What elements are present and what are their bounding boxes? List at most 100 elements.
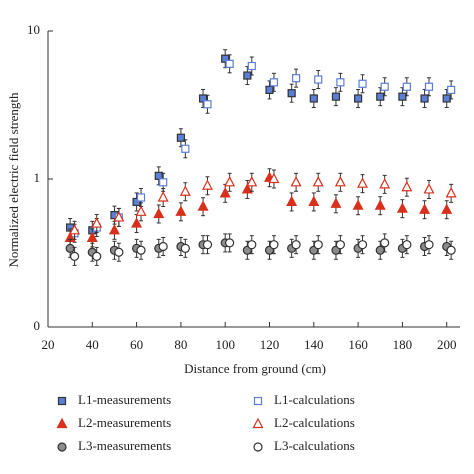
point <box>424 82 434 91</box>
legend-marker <box>56 417 68 429</box>
y-axis-title: Normalized electric field strength <box>6 92 21 268</box>
point <box>201 179 213 190</box>
point <box>398 92 407 101</box>
point <box>176 133 186 142</box>
point <box>113 211 125 222</box>
point <box>265 85 274 94</box>
point <box>331 92 341 101</box>
point <box>136 193 146 202</box>
point <box>445 187 457 198</box>
point <box>197 200 209 211</box>
legend-marker <box>253 442 263 452</box>
x-tick-label: 60 <box>130 337 143 352</box>
point <box>158 241 168 252</box>
point <box>136 245 146 255</box>
point <box>225 238 235 248</box>
point <box>290 176 302 187</box>
point <box>247 61 256 71</box>
point <box>198 94 208 103</box>
point <box>419 203 431 214</box>
point <box>132 197 141 207</box>
point <box>153 207 165 219</box>
point <box>154 171 163 180</box>
point <box>334 176 346 187</box>
legend-label: L2-calculations <box>274 415 355 430</box>
point <box>268 172 280 184</box>
point <box>108 224 120 235</box>
x-tick-label: 180 <box>393 337 413 352</box>
point <box>375 245 385 255</box>
point <box>225 59 234 68</box>
point <box>202 240 213 250</box>
point <box>376 92 385 101</box>
point <box>86 231 98 242</box>
point <box>269 78 279 87</box>
point <box>91 217 103 228</box>
point <box>241 183 253 194</box>
point <box>180 243 190 253</box>
x-tick-label: 160 <box>348 337 368 352</box>
point <box>92 251 102 261</box>
point <box>336 78 345 87</box>
point <box>287 89 296 98</box>
y-tick-label: 1 <box>34 170 41 185</box>
x-tick-label: 40 <box>86 337 99 352</box>
point <box>309 94 318 103</box>
point <box>224 176 236 187</box>
point <box>357 177 369 188</box>
point <box>69 251 80 261</box>
point <box>291 240 301 250</box>
y-tick-label: 10 <box>27 22 40 37</box>
legend-label: L1-calculations <box>274 392 355 407</box>
legend-label: L3-calculations <box>274 438 355 453</box>
point <box>308 195 320 207</box>
point <box>157 191 169 202</box>
y-tick-label: 0 <box>34 318 41 333</box>
point <box>219 187 231 198</box>
point <box>159 178 168 187</box>
point <box>221 54 230 63</box>
point <box>380 82 389 91</box>
point <box>358 79 367 88</box>
point <box>181 144 190 153</box>
legend-marker <box>253 396 263 406</box>
point <box>69 224 81 235</box>
legend-marker <box>57 396 67 406</box>
point <box>243 71 252 80</box>
point <box>396 202 408 213</box>
point <box>380 238 390 248</box>
point <box>203 100 212 109</box>
x-axis-title: Distance from ground (cm) <box>184 361 326 376</box>
point <box>269 240 279 250</box>
point <box>379 178 391 189</box>
point <box>402 82 411 91</box>
point <box>401 180 413 192</box>
point <box>446 245 456 255</box>
x-tick-label: 140 <box>304 337 324 352</box>
point <box>441 203 453 214</box>
point <box>402 240 412 250</box>
x-tick-label: 120 <box>260 337 280 352</box>
point <box>247 240 257 250</box>
point <box>330 197 342 208</box>
legend-marker <box>57 442 67 452</box>
x-tick-label: 200 <box>437 337 457 352</box>
point <box>131 217 143 228</box>
point <box>312 176 324 187</box>
x-tick-label: 80 <box>174 337 187 352</box>
point <box>424 240 434 250</box>
point <box>335 240 345 250</box>
point <box>65 243 75 253</box>
point <box>420 94 429 103</box>
point <box>135 205 147 216</box>
point <box>357 240 368 250</box>
point <box>313 240 323 250</box>
legend-label: L3-measurements <box>78 438 171 453</box>
point <box>179 185 191 196</box>
legend-label: L2-measurements <box>78 415 171 430</box>
point <box>175 205 187 216</box>
point <box>114 247 124 257</box>
point <box>352 199 364 210</box>
point <box>354 94 363 103</box>
